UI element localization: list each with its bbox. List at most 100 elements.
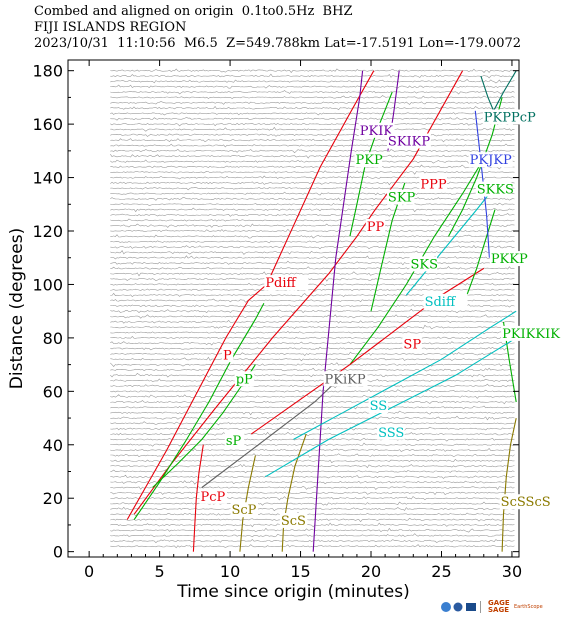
phase-label-bg-ScSScS: [499, 494, 552, 510]
phase-label-bg-sP: [224, 432, 245, 448]
trace-2: [110, 544, 515, 549]
phase-label-bg-P: [222, 347, 234, 363]
trace-150: [110, 148, 515, 154]
y-axis-label: Distance (degrees): [7, 228, 27, 389]
y-tick-label: 40: [43, 436, 63, 455]
phase-label-bg-PP: [365, 219, 386, 235]
trace-82: [110, 331, 515, 335]
trace-72: [110, 356, 515, 362]
trace-152: [110, 143, 515, 148]
trace-104: [110, 271, 515, 277]
agency-seal-icon: [453, 602, 463, 612]
trace-138: [110, 181, 515, 186]
phase-label-PcP: PcP: [200, 490, 225, 505]
y-tick-label: 60: [43, 382, 63, 401]
x-tick-label: 15: [290, 562, 310, 581]
y-tick-label: 140: [32, 169, 63, 188]
phase-label-PKIKKIK: PKIKKIK: [502, 327, 560, 342]
phase-curve-SP: [250, 267, 485, 435]
x-tick-label: 20: [361, 562, 381, 581]
earthscope-text: EarthScope: [514, 604, 543, 610]
trace-174: [110, 84, 515, 89]
phase-curve-PcP: [192, 444, 204, 552]
trace-108: [110, 260, 515, 266]
trace-68: [110, 367, 515, 372]
plot-axes: 0 5 10 15 20 25 30 0 20 40 60 80 100 120 140 160 180 Time…: [7, 59, 522, 602]
trace-64: [110, 378, 515, 383]
trace-180: [110, 68, 515, 73]
trace-122: [110, 223, 515, 228]
trace-66: [110, 373, 515, 378]
event-info: 2023/10/31 11:10:56 M6.5 Z=549.788km Lat…: [34, 36, 522, 51]
phase-label-bg-pP: [234, 371, 255, 387]
trace-158: [110, 126, 515, 132]
trace-88: [110, 314, 515, 319]
phase-label-SKKS: SKKS: [477, 183, 514, 198]
phase-label-bg-PKP: [354, 152, 383, 168]
y-tick-label: 0: [53, 543, 63, 562]
trace-112: [110, 250, 515, 255]
phase-label-bg-PKPPcP: [482, 109, 535, 125]
phase-label-SKIKP: SKIKP: [388, 135, 430, 150]
trace-126: [110, 213, 515, 218]
phase-label-P: P: [223, 348, 232, 363]
region-name: FIJI ISLANDS REGION: [34, 20, 187, 35]
phase-label-SP: SP: [403, 338, 421, 353]
y-tick-label: 100: [32, 275, 63, 294]
trace-16: [110, 506, 515, 512]
phase-label-pP: pP: [236, 372, 253, 387]
phase-curve-PP: [133, 209, 376, 515]
trace-140: [110, 175, 515, 180]
x-tick-label: 0: [84, 562, 94, 581]
phase-curve-Pdiff: [266, 70, 375, 285]
phase-label-ScS: ScS: [281, 514, 306, 529]
trace-164: [110, 112, 515, 116]
trace-90: [110, 308, 515, 314]
trace-86: [110, 319, 515, 324]
phase-label-bg-SKKS: [475, 181, 512, 197]
phase-label-SS: SS: [370, 399, 388, 414]
phase-label-bg-PKiKP: [323, 371, 368, 387]
earthscope-logo: EarthScope: [514, 604, 543, 610]
trace-134: [110, 191, 515, 196]
y-tick-label: 120: [32, 222, 63, 241]
trace-100: [110, 282, 515, 287]
trace-18: [110, 501, 515, 506]
phase-label-PKKP: PKKP: [491, 252, 528, 267]
phase-label-PKPPcP: PKPPcP: [484, 110, 536, 125]
trace-142: [110, 170, 515, 175]
trace-10: [110, 522, 515, 528]
phase-label-PKiKP: PKiKP: [325, 372, 366, 387]
phase-label-bg-SP: [402, 336, 422, 352]
phase-label-bg-PKJKP: [468, 152, 513, 168]
phase-curves: [126, 70, 517, 552]
x-tick-label: 30: [502, 562, 522, 581]
phase-curve-PKKP: [466, 209, 496, 296]
phase-curve-PKiKP: [201, 374, 344, 488]
phase-label-SKS: SKS: [410, 257, 438, 272]
trace-70: [110, 362, 515, 367]
phase-curve-PKIKP: [312, 70, 364, 552]
trace-130: [110, 202, 515, 207]
globe-icon: [441, 602, 451, 612]
phase-curve-P: [126, 284, 268, 520]
phase-label-PKP: PKP: [356, 153, 383, 168]
trace-38: [110, 447, 515, 452]
chart-header: Combed and aligned on origin 0.1to0.5Hz …: [34, 4, 554, 52]
trace-98: [110, 288, 515, 292]
trace-124: [110, 218, 515, 222]
phase-label-SKP: SKP: [388, 191, 416, 206]
phase-label-bg-PPP: [419, 176, 447, 192]
trace-76: [110, 346, 515, 351]
trace-172: [110, 90, 515, 95]
y-tick-label: 20: [43, 489, 63, 508]
trace-42: [110, 437, 515, 442]
phase-label-bg-ScP: [230, 502, 259, 518]
logo-divider: [480, 601, 481, 613]
x-tick-label: 25: [431, 562, 451, 581]
phase-curve-SSS: [265, 337, 517, 478]
trace-6: [110, 533, 515, 538]
trace-4: [110, 538, 515, 544]
phase-label-sP: sP: [226, 434, 242, 449]
